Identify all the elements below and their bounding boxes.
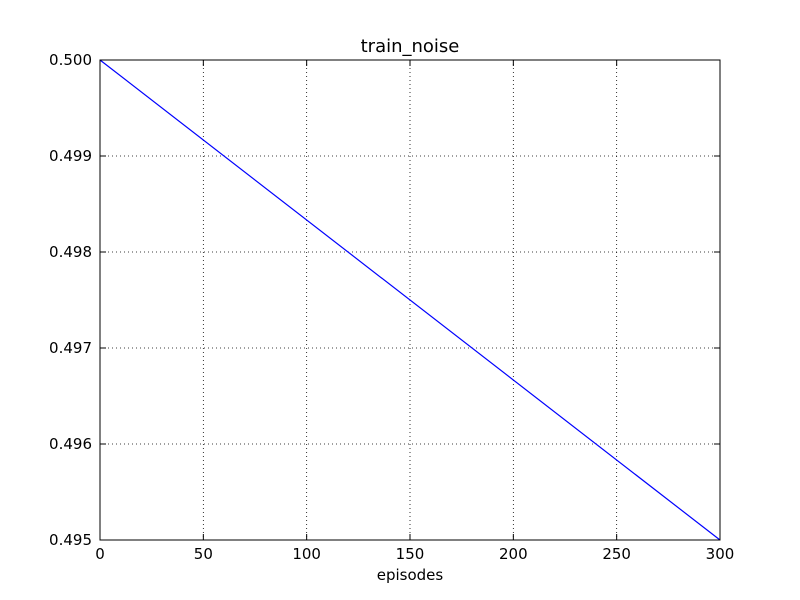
x-tick-label: 100	[292, 545, 321, 563]
y-tick-label: 0.496	[49, 435, 92, 453]
chart-title: train_noise	[361, 36, 460, 57]
y-tick-label: 0.500	[49, 51, 92, 69]
x-tick-label: 50	[194, 545, 213, 563]
y-tick-labels: 0.495 0.496 0.497 0.498 0.499 0.500	[49, 51, 92, 549]
x-tick-label: 0	[95, 545, 105, 563]
y-tick-label: 0.498	[49, 243, 92, 261]
x-tick-labels: 0 50 100 150 200 250 300	[95, 545, 734, 563]
y-tick-label: 0.495	[49, 531, 92, 549]
x-tick-label: 250	[602, 545, 631, 563]
x-axis-label: episodes	[377, 566, 444, 584]
ticks	[99, 59, 721, 541]
series-layer	[99, 59, 721, 541]
y-tick-label: 0.499	[49, 147, 92, 165]
y-tick-label: 0.497	[49, 339, 92, 357]
series-line	[99, 59, 721, 541]
x-tick-label: 300	[706, 545, 735, 563]
x-tick-label: 150	[396, 545, 425, 563]
x-tick-label: 200	[499, 545, 528, 563]
